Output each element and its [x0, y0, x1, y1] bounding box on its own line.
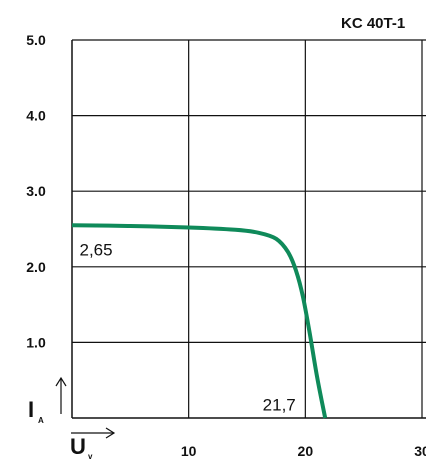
- chart-title: KC 40T-1: [341, 15, 405, 32]
- y-axis-arrowhead-icon: [55, 376, 67, 387]
- y-axis-label: I: [28, 397, 34, 422]
- x-axis-label-sub: v: [88, 452, 93, 461]
- x-tick-labels: 10 20 30: [181, 443, 426, 459]
- y-tick-labels: 1.0 2.0 3.0 4.0 5.0: [26, 32, 46, 350]
- x-axis-label: U: [70, 434, 86, 459]
- annotation-label: 21,7: [263, 395, 296, 414]
- annotation-label: 2,65: [80, 240, 113, 259]
- y-tick-label: 3.0: [26, 183, 46, 199]
- x-tick-label: 10: [181, 443, 197, 459]
- grid: [71, 39, 426, 419]
- y-axis-label-sub: A: [38, 416, 44, 425]
- iv-curve: [71, 223, 328, 419]
- y-tick-label: 4.0: [26, 108, 46, 124]
- x-axis-arrowhead-icon: [105, 427, 116, 439]
- y-tick-label: 2.0: [26, 259, 46, 275]
- x-tick-label: 20: [298, 443, 314, 459]
- y-tick-label: 5.0: [26, 32, 46, 48]
- annotations: 2,65 21,7: [80, 240, 296, 414]
- y-tick-label: 1.0: [26, 334, 46, 350]
- x-tick-label: 30: [414, 443, 426, 459]
- series: [71, 223, 328, 419]
